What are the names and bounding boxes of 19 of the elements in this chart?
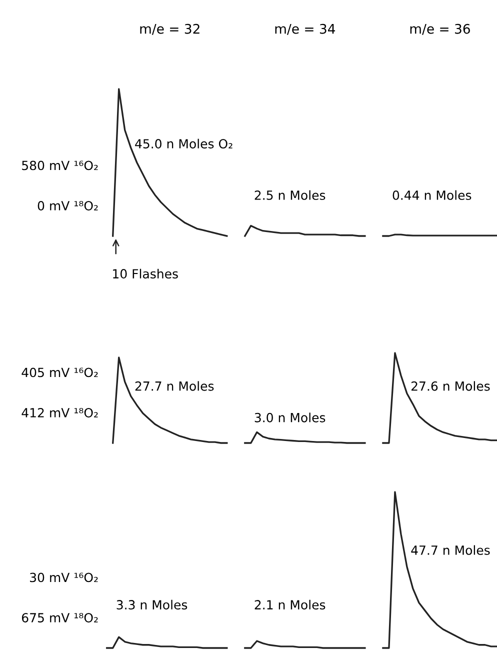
annotation: 27.7 n Moles [135,381,214,391]
text: m/e = 34 [275,24,336,35]
annotation: 47.7 n Moles [411,545,490,555]
annotation: 2.5 n Moles [254,190,326,200]
text: 405 mV ¹⁶O₂ [22,368,98,378]
annotation: 27.6 n Moles [411,381,490,391]
annotation: 3.3 n Moles [116,600,188,610]
text: 412 mV ¹⁸O₂ [22,408,98,418]
text: m/e = 32 [140,24,200,35]
text: 30 mV ¹⁶O₂ [30,572,98,582]
text: 0 mV ¹⁸O₂ [38,201,98,210]
text: 675 mV ¹⁸O₂ [22,613,98,622]
text: 580 mV ¹⁶O₂ [22,160,98,170]
text: m/e = 36 [410,24,470,35]
annotation: 3.0 n Moles [254,412,326,422]
annotation: 45.0 n Moles O₂ [135,138,232,148]
annotation: 0.44 n Moles [392,190,472,200]
annotation: 2.1 n Moles [254,600,326,610]
text: 10 Flashes [113,268,178,279]
